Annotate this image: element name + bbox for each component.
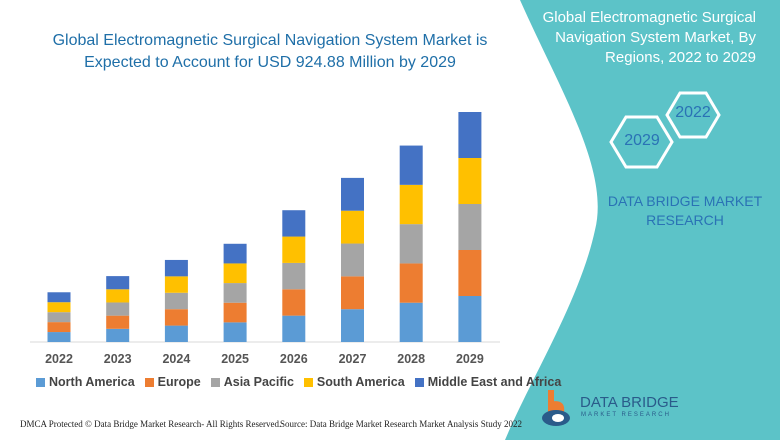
legend-swatch bbox=[36, 377, 45, 387]
bar-2028-asia-pacific bbox=[399, 224, 423, 264]
bar-2024-north-america bbox=[164, 325, 188, 342]
bar-2023-north-america bbox=[106, 328, 130, 342]
bar-2026-europe bbox=[282, 289, 306, 316]
bar-2026-asia-pacific bbox=[282, 262, 306, 290]
bar-2025-asia-pacific bbox=[223, 283, 247, 303]
legend-item: North America bbox=[36, 375, 135, 389]
bar-2026-north-america bbox=[282, 315, 306, 342]
bar-2022-europe bbox=[47, 322, 71, 333]
bar-2026-middle-east-and-africa bbox=[282, 210, 306, 237]
bar-2025-middle-east-and-africa bbox=[223, 243, 247, 264]
bar-2029-south-america bbox=[458, 158, 482, 204]
legend-swatch bbox=[414, 377, 424, 387]
bar-2028-middle-east-and-africa bbox=[399, 145, 423, 185]
x-tick-label: 2025 bbox=[221, 352, 249, 366]
legend-swatch bbox=[144, 377, 154, 387]
bar-2025-south-america bbox=[223, 263, 247, 284]
legend: North America Europe Asia Pacific South Ame… bbox=[36, 375, 561, 389]
source-text: Source: Data Bridge Market Research Mark… bbox=[280, 419, 522, 429]
copyright-text: DMCA Protected © Data Bridge Market Rese… bbox=[20, 419, 282, 429]
x-tick-label: 2026 bbox=[280, 352, 308, 366]
legend-label: Middle East and Africa bbox=[427, 375, 562, 389]
bar-2023-south-america bbox=[106, 289, 130, 303]
legend-label: Europe bbox=[157, 375, 201, 389]
logo-text: DATA BRIDGE bbox=[580, 394, 679, 411]
legend-swatch bbox=[210, 377, 220, 387]
bar-2027-europe bbox=[341, 276, 364, 310]
panel-title: Global Electromagnetic Surgical Navigati… bbox=[542, 9, 756, 66]
bar-2022-south-america bbox=[47, 302, 71, 313]
bar-2026-south-america bbox=[282, 236, 306, 263]
bar-2028-north-america bbox=[399, 302, 423, 342]
bar-2028-south-america bbox=[399, 184, 423, 225]
x-tick-label: 2022 bbox=[45, 352, 73, 366]
bar-2027-south-america bbox=[341, 210, 364, 244]
bar-2022-asia-pacific bbox=[47, 312, 71, 323]
bar-2023-asia-pacific bbox=[106, 302, 130, 316]
x-tick-label: 2028 bbox=[397, 352, 425, 366]
bar-2027-asia-pacific bbox=[341, 243, 364, 277]
bar-2022-middle-east-and-africa bbox=[47, 292, 71, 303]
hexagon-2029 bbox=[609, 115, 674, 169]
x-tick-label: 2023 bbox=[104, 352, 132, 366]
legend-item: Middle East and Africa bbox=[414, 375, 562, 389]
chart-title: Global Electromagnetic Surgical Navigati… bbox=[52, 32, 488, 71]
bar-2029-north-america bbox=[458, 296, 482, 342]
logo-subtext: MARKET RESEARCH bbox=[581, 412, 671, 418]
legend-label: South America bbox=[316, 375, 405, 389]
hexagon-2022 bbox=[665, 91, 721, 139]
bar-2024-asia-pacific bbox=[164, 292, 188, 310]
legend-item: South America bbox=[303, 375, 405, 389]
x-tick-label: 2027 bbox=[339, 352, 367, 366]
bar-2024-europe bbox=[164, 309, 188, 326]
bar-2022-north-america bbox=[47, 332, 71, 342]
bar-2025-north-america bbox=[223, 322, 247, 342]
brand-text: DATA BRIDGE MARKET RESEARCH bbox=[607, 193, 763, 228]
bar-2025-europe bbox=[223, 302, 247, 323]
legend-item: Asia Pacific bbox=[210, 375, 294, 389]
bar-2029-asia-pacific bbox=[458, 204, 482, 250]
bar-2029-europe bbox=[458, 250, 482, 296]
bar-2024-south-america bbox=[164, 276, 188, 293]
bar-2023-middle-east-and-africa bbox=[106, 276, 130, 290]
x-tick-label: 2029 bbox=[456, 352, 484, 366]
legend-label: Asia Pacific bbox=[223, 375, 294, 389]
bar-2028-europe bbox=[399, 263, 423, 303]
bar-2024-middle-east-and-africa bbox=[164, 259, 188, 277]
legend-item: Europe bbox=[144, 375, 201, 389]
bar-2023-europe bbox=[106, 315, 130, 329]
stacked-bar-chart: 2022 2023 2024 2025 2026 2027 2028 2029 bbox=[30, 112, 500, 366]
data-bridge-logo-icon bbox=[542, 390, 570, 426]
bar-2027-north-america bbox=[341, 309, 364, 342]
hex-label-2029: 2029 bbox=[624, 132, 660, 149]
hex-label-2022: 2022 bbox=[675, 104, 711, 121]
bar-2029-middle-east-and-africa bbox=[458, 112, 482, 158]
x-tick-label: 2024 bbox=[162, 352, 190, 366]
legend-swatch bbox=[303, 377, 313, 387]
legend-label: North America bbox=[49, 375, 135, 389]
bar-2027-middle-east-and-africa bbox=[341, 177, 364, 211]
